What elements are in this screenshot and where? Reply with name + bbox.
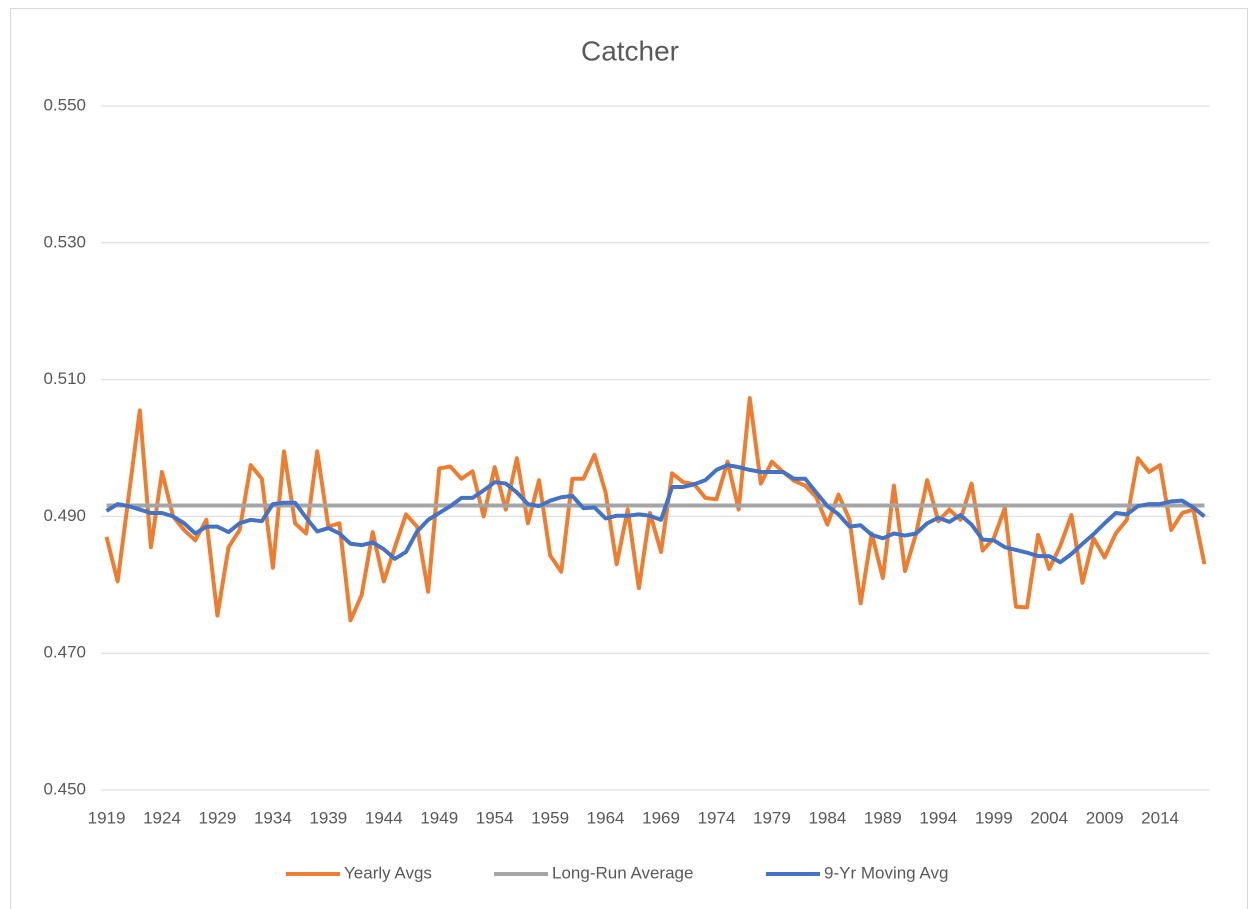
- x-tick-label: 2004: [1030, 808, 1068, 827]
- chart-border: [10, 8, 1248, 909]
- y-tick-label: 0.490: [43, 506, 86, 525]
- legend-label: 9-Yr Moving Avg: [824, 863, 948, 882]
- series-line: [105, 463, 1206, 565]
- x-tick-label: 1944: [365, 808, 403, 827]
- x-tick-label: 1959: [531, 808, 569, 827]
- legend-label: Yearly Avgs: [344, 863, 432, 882]
- y-tick-label: 0.510: [43, 369, 86, 388]
- y-tick-label: 0.450: [43, 779, 86, 798]
- x-tick-label: 1994: [919, 808, 957, 827]
- x-tick-label: 1954: [476, 808, 514, 827]
- x-tick-label: 1984: [808, 808, 846, 827]
- y-tick-label: 0.530: [43, 232, 86, 251]
- x-tick-label: 1974: [698, 808, 736, 827]
- chart-title: Catcher: [581, 35, 679, 66]
- x-tick-label: 1979: [753, 808, 791, 827]
- x-tick-label: 1949: [420, 808, 458, 827]
- x-tick-label: 1999: [975, 808, 1013, 827]
- legend-label: Long-Run Average: [552, 863, 693, 882]
- x-tick-label: 1939: [309, 808, 347, 827]
- x-tick-label: 1919: [88, 808, 126, 827]
- x-tick-label: 1924: [143, 808, 181, 827]
- series-line: [104, 396, 1207, 623]
- y-tick-label: 0.550: [43, 95, 86, 114]
- x-tick-label: 1929: [199, 808, 237, 827]
- x-tick-label: 1964: [587, 808, 625, 827]
- x-tick-label: 1934: [254, 808, 292, 827]
- x-tick-label: 1969: [642, 808, 680, 827]
- x-tick-label: 1989: [864, 808, 902, 827]
- x-tick-label: 2009: [1086, 808, 1124, 827]
- y-tick-label: 0.470: [43, 643, 86, 662]
- x-tick-label: 2014: [1141, 808, 1179, 827]
